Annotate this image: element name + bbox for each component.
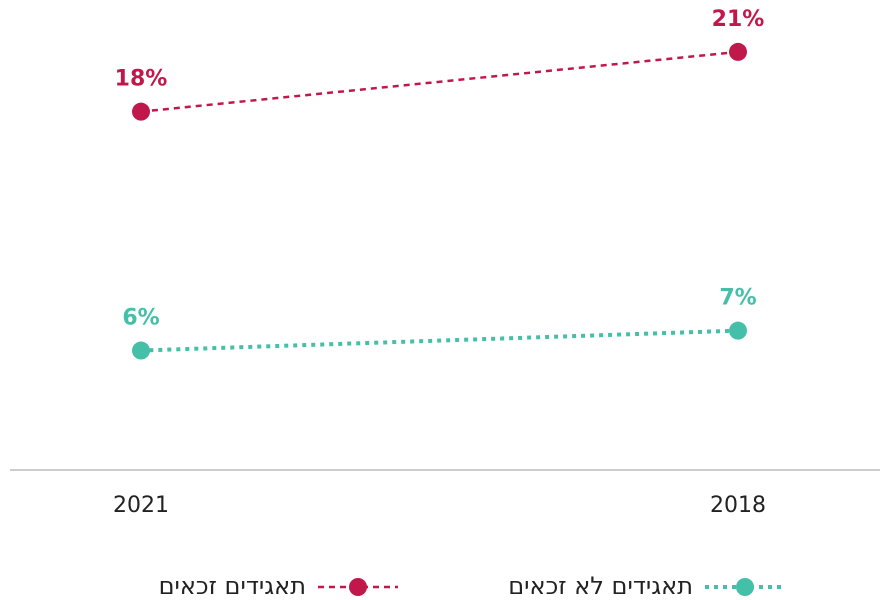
data-label: 6% <box>122 306 159 331</box>
data-label: 7% <box>719 286 756 311</box>
data-point <box>729 42 747 61</box>
data-label: 21% <box>712 7 765 32</box>
legend-marker <box>349 578 367 596</box>
x-tick-label: 2018 <box>710 493 766 518</box>
data-point <box>729 321 747 340</box>
x-tick-label: 2021 <box>113 493 169 518</box>
legend-marker <box>736 578 754 596</box>
series-line <box>140 50 739 113</box>
legend-label: תאגידים זכאים <box>159 572 306 600</box>
data-label: 18% <box>115 67 168 92</box>
data-point <box>132 341 150 360</box>
series-line <box>140 328 739 353</box>
legend-label: תאגידים לא זכאים <box>508 572 693 600</box>
data-point <box>132 102 150 121</box>
